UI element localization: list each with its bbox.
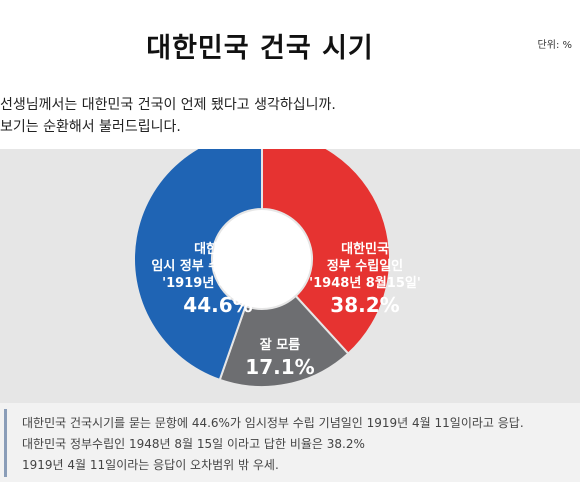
- notes-text: 대한민국 건국시기를 묻는 문항에 44.6%가 임시정부 수립 기념일인 19…: [22, 413, 524, 476]
- unit-label: 단위: %: [537, 40, 572, 51]
- survey-question: 선생님께서는 대한민국 건국이 언제 됐다고 생각하십니까. 보기는 순환해서 …: [0, 94, 336, 138]
- chart-title: 대한민국 건국 시기: [146, 33, 374, 64]
- slice-label-line: 임시 정부 수립 기념일인: [151, 259, 285, 274]
- slice-label-government-establishment: 대한민국 정부 수립일인 '1948년 8월15일' 38.2%: [300, 241, 430, 317]
- note-line-3: 1919년 4월 11일이라는 응답이 오차범위 밖 우세.: [22, 458, 279, 472]
- notes-accent-bar: [4, 409, 7, 477]
- question-line-2: 보기는 순환해서 불러드립니다.: [0, 119, 181, 135]
- slice-dont-know: [218, 294, 350, 388]
- slice-label-line: '1919년 4월11일': [162, 276, 274, 291]
- chart-area: 대한민국 임시 정부 수립 기념일인 '1919년 4월11일' 44.6% 대…: [0, 149, 580, 403]
- slice-label-line: 잘 모름: [259, 338, 301, 353]
- slice-label-provisional-government: 대한민국 임시 정부 수립 기념일인 '1919년 4월11일' 44.6%: [118, 241, 318, 317]
- slice-provisional-government: [133, 149, 263, 382]
- donut-hole: [213, 210, 311, 308]
- question-line-1: 선생님께서는 대한민국 건국이 언제 됐다고 생각하십니까.: [0, 97, 336, 113]
- slice-value-label: 38.2%: [330, 293, 400, 317]
- note-line-2: 대한민국 정부수립인 1948년 8월 15일 이라고 답한 비율은 38.2%: [22, 437, 365, 451]
- slice-value-label: 17.1%: [245, 355, 315, 379]
- note-line-1: 대한민국 건국시기를 묻는 문항에 44.6%가 임시정부 수립 기념일인 19…: [22, 416, 524, 430]
- notes-box: 대한민국 건국시기를 묻는 문항에 44.6%가 임시정부 수립 기념일인 19…: [0, 403, 580, 482]
- donut-chart: [133, 149, 391, 388]
- slice-government-establishment: [261, 149, 391, 356]
- slice-label-line: '1948년 8월15일': [309, 276, 421, 291]
- slice-label-line: 정부 수립일인: [326, 259, 404, 274]
- slice-label-line: 대한민국: [194, 242, 242, 257]
- slice-label-dont-know: 잘 모름 17.1%: [230, 337, 330, 379]
- slice-label-line: 대한민국: [341, 242, 389, 257]
- slice-value-label: 44.6%: [183, 293, 253, 317]
